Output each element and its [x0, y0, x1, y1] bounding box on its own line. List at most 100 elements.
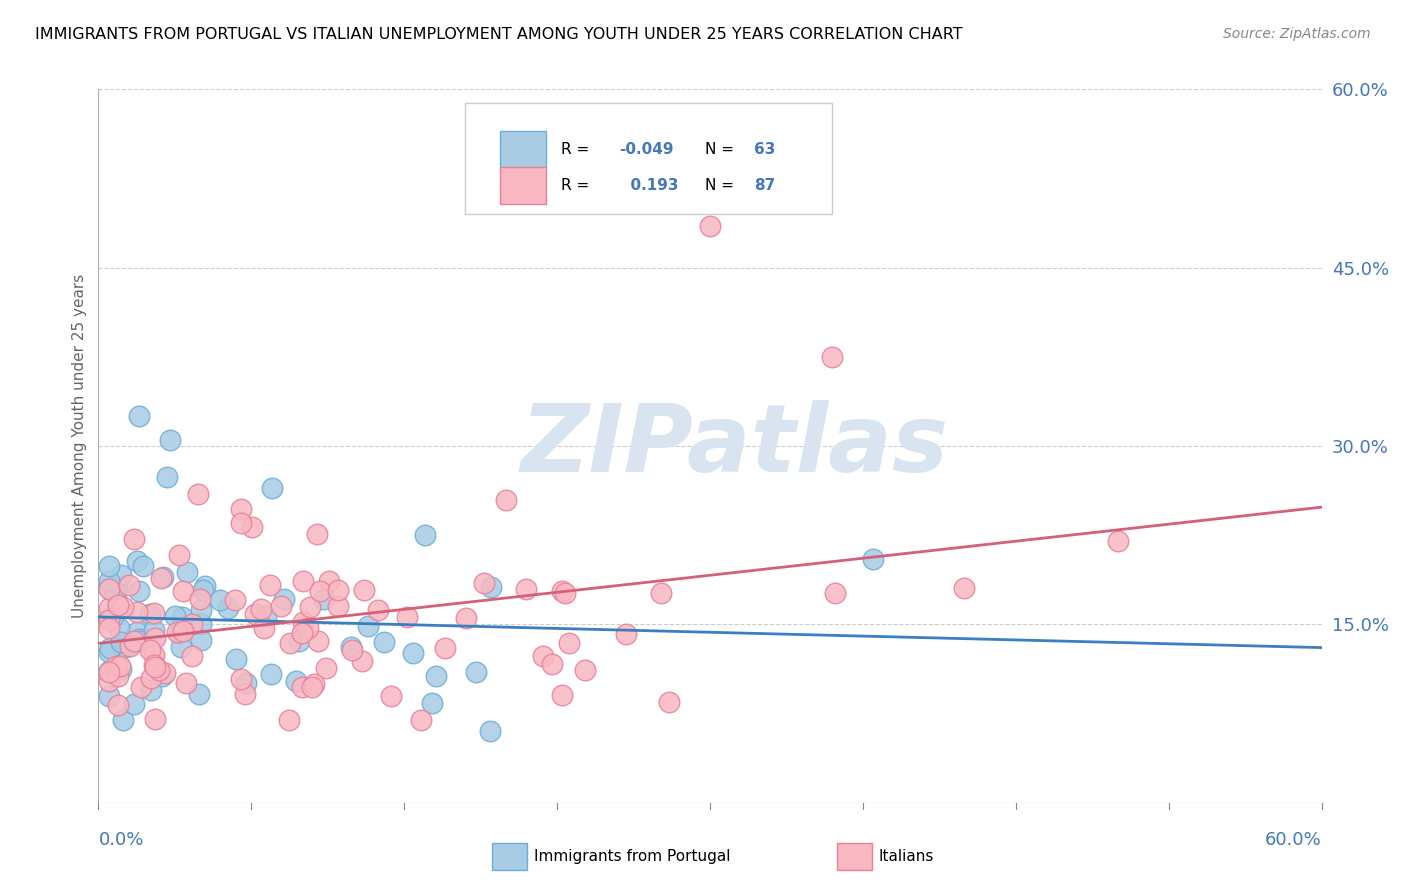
Point	[472, 576, 495, 591]
Point	[277, 713, 299, 727]
Point	[193, 579, 215, 593]
Point	[97, 621, 120, 635]
Point	[551, 688, 574, 702]
Point	[318, 574, 340, 588]
Point	[188, 591, 211, 606]
Text: 0.0%: 0.0%	[98, 831, 143, 849]
Text: IMMIGRANTS FROM PORTUGAL VS ITALIAN UNEMPLOYMENT AMONG YOUTH UNDER 25 YEARS CORR: IMMIGRANTS FROM PORTUGAL VS ITALIAN UNEM…	[35, 27, 963, 42]
Point	[150, 669, 173, 683]
Point	[217, 601, 239, 615]
Point	[97, 574, 120, 588]
Point	[340, 640, 363, 654]
Point	[97, 559, 120, 574]
Point	[270, 599, 292, 613]
Text: 0.193: 0.193	[620, 178, 678, 193]
Point	[285, 674, 308, 689]
Point	[1107, 534, 1129, 549]
Point	[139, 671, 162, 685]
Point	[120, 639, 142, 653]
Point	[172, 584, 194, 599]
Point	[129, 680, 152, 694]
Point	[156, 470, 179, 484]
Point	[495, 492, 517, 507]
Point	[574, 663, 596, 677]
Point	[128, 632, 150, 646]
Point	[479, 724, 502, 739]
Point	[139, 643, 162, 657]
Point	[456, 611, 478, 625]
Point	[190, 603, 212, 617]
Point	[129, 633, 152, 648]
Point	[554, 586, 576, 600]
Point	[380, 689, 402, 703]
Point	[862, 552, 884, 566]
Text: 63: 63	[754, 143, 776, 157]
Point	[166, 624, 188, 639]
Text: Source: ZipAtlas.com: Source: ZipAtlas.com	[1223, 27, 1371, 41]
Text: 60.0%: 60.0%	[1265, 831, 1322, 849]
Point	[143, 607, 166, 621]
Point	[108, 621, 131, 635]
Point	[243, 607, 266, 622]
Point	[152, 570, 174, 584]
Point	[170, 609, 193, 624]
Point	[97, 664, 120, 678]
Point	[249, 602, 271, 616]
Point	[328, 583, 350, 598]
Point	[209, 593, 232, 607]
Point	[193, 582, 215, 597]
Point	[356, 619, 378, 633]
Point	[287, 633, 309, 648]
Text: R =: R =	[561, 143, 593, 157]
Point	[395, 610, 418, 624]
Text: N =: N =	[706, 178, 740, 193]
Point	[101, 609, 124, 624]
Point	[252, 621, 274, 635]
Point	[107, 669, 129, 683]
Point	[174, 675, 197, 690]
FancyBboxPatch shape	[465, 103, 832, 214]
Point	[557, 636, 579, 650]
Point	[122, 698, 145, 712]
Point	[824, 586, 846, 600]
Point	[229, 672, 252, 686]
Point	[112, 640, 135, 654]
Point	[170, 640, 193, 654]
Point	[658, 695, 681, 709]
Text: Italians: Italians	[879, 849, 934, 863]
Point	[114, 640, 136, 654]
Point	[187, 486, 209, 500]
FancyBboxPatch shape	[499, 131, 546, 169]
Point	[315, 661, 337, 675]
Point	[128, 584, 150, 599]
Point	[433, 640, 456, 655]
Point	[97, 674, 120, 689]
Point	[110, 568, 132, 582]
Point	[97, 581, 120, 595]
Point	[188, 688, 211, 702]
Point	[367, 602, 389, 616]
Point	[515, 582, 537, 596]
Point	[229, 502, 252, 516]
Point	[190, 632, 212, 647]
Text: Immigrants from Portugal: Immigrants from Portugal	[534, 849, 731, 863]
Point	[240, 520, 263, 534]
Point	[292, 615, 315, 630]
Point	[614, 627, 637, 641]
Point	[650, 586, 672, 600]
Point	[551, 584, 574, 599]
Point	[145, 660, 167, 674]
Point	[291, 680, 314, 694]
Point	[110, 634, 132, 648]
Point	[142, 623, 165, 637]
Text: -0.049: -0.049	[620, 143, 673, 157]
Point	[131, 558, 153, 573]
Point	[159, 433, 181, 447]
Point	[110, 659, 132, 673]
Point	[153, 666, 176, 681]
Point	[148, 663, 170, 677]
Point	[342, 643, 364, 657]
Point	[307, 633, 329, 648]
Point	[353, 582, 375, 597]
Point	[479, 581, 502, 595]
